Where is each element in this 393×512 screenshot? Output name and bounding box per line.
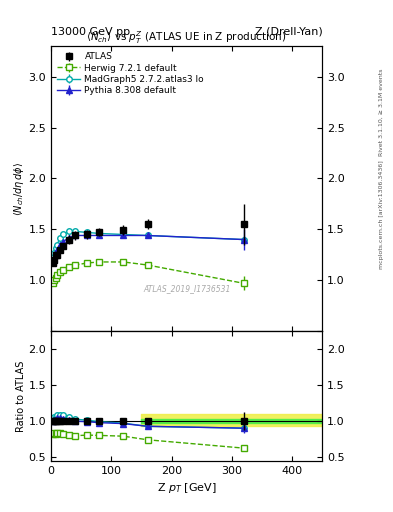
X-axis label: Z $p_T$ [GeV]: Z $p_T$ [GeV]: [157, 481, 217, 495]
Y-axis label: $\langle N_{ch}/d\eta\, d\phi\rangle$: $\langle N_{ch}/d\eta\, d\phi\rangle$: [12, 161, 26, 216]
Y-axis label: Ratio to ATLAS: Ratio to ATLAS: [16, 360, 26, 432]
Title: $\langle N_{ch}\rangle$ vs $p_T^Z$ (ATLAS UE in Z production): $\langle N_{ch}\rangle$ vs $p_T^Z$ (ATLA…: [86, 29, 287, 46]
Text: 13000 GeV pp: 13000 GeV pp: [51, 27, 130, 37]
Legend: ATLAS, Herwig 7.2.1 default, MadGraph5 2.7.2.atlas3 lo, Pythia 8.308 default: ATLAS, Herwig 7.2.1 default, MadGraph5 2…: [55, 51, 206, 97]
Text: Z (Drell-Yan): Z (Drell-Yan): [255, 27, 322, 37]
Text: ATLAS_2019_I1736531: ATLAS_2019_I1736531: [143, 284, 230, 293]
Text: mcplots.cern.ch [arXiv:1306.3436]: mcplots.cern.ch [arXiv:1306.3436]: [379, 161, 384, 269]
Text: Rivet 3.1.10, ≥ 3.1M events: Rivet 3.1.10, ≥ 3.1M events: [379, 69, 384, 156]
